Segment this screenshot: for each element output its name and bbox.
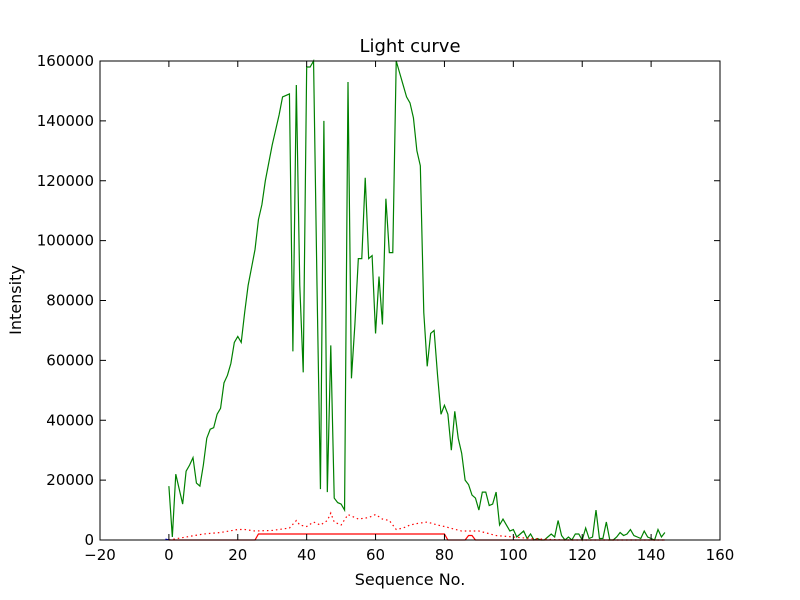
- series-line-2: [168, 511, 665, 541]
- x-tick-label: 20: [228, 546, 247, 564]
- x-tick-label: 100: [499, 546, 528, 564]
- y-tick-label: 0: [84, 531, 94, 549]
- y-tick-label: 120000: [37, 172, 94, 190]
- x-tick-label: 140: [637, 546, 666, 564]
- x-tick-label: 0: [164, 546, 174, 564]
- y-axis: 0 20000 40000 60000 80000 100000 120000 140000 1…: [37, 52, 720, 549]
- x-tick-label: 120: [568, 546, 597, 564]
- y-tick-label: 60000: [46, 351, 94, 369]
- x-tick-label: 60: [366, 546, 385, 564]
- plot-area: [100, 61, 720, 540]
- y-axis-label: Intensity: [6, 265, 25, 335]
- x-tick-label: 40: [297, 546, 316, 564]
- y-tick-label: 160000: [37, 52, 94, 70]
- x-axis-label: Sequence No.: [355, 570, 466, 589]
- y-tick-label: 80000: [46, 292, 94, 310]
- x-tick-label: 160: [706, 546, 735, 564]
- x-tick-label: 80: [435, 546, 454, 564]
- y-tick-label: 100000: [37, 232, 94, 250]
- chart-title: Light curve: [359, 36, 460, 57]
- x-axis: −20 0 20 40 60 80 100 120 140 160: [84, 61, 734, 564]
- x-tick-label: −20: [84, 546, 116, 564]
- y-tick-label: 40000: [46, 411, 94, 429]
- y-tick-label: 140000: [37, 112, 94, 130]
- y-tick-label: 20000: [46, 471, 94, 489]
